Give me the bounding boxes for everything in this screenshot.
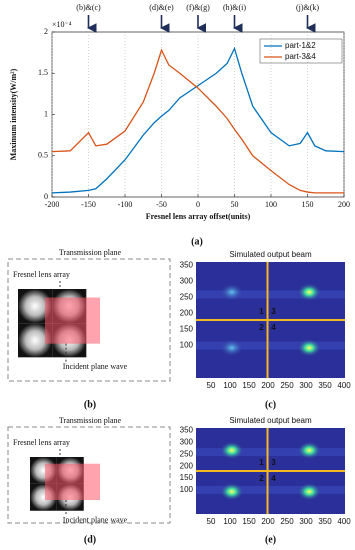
side-band	[196, 448, 345, 457]
annotation-label: (f)&(g)	[186, 3, 210, 12]
wave-label: Incident plane wave	[63, 516, 128, 525]
x-tick-label: 100	[223, 517, 237, 526]
beam-spot	[297, 283, 322, 302]
y-tick-label: 150	[180, 325, 194, 334]
y-tick-label: 2	[44, 27, 48, 36]
x-tick-label: 50	[207, 517, 216, 526]
y-tick-label: 1.5	[38, 68, 48, 77]
y-multiplier: ×10⁻⁴	[52, 20, 72, 29]
y-tick-label: 1	[44, 109, 48, 118]
wave-label: Incident plane wave	[63, 362, 128, 371]
caption: (a)	[191, 236, 203, 247]
panel-title: Simulated output beam	[229, 416, 312, 425]
y-tick-label: 100	[180, 341, 194, 350]
x-tick-label: 50	[207, 381, 216, 390]
x-tick-label: 150	[242, 381, 256, 390]
y-tick-label: 250	[180, 293, 194, 302]
quadrant-label: 1	[259, 458, 264, 467]
panel-title: Simulated output beam	[229, 250, 312, 259]
x-tick-label: 400	[337, 517, 351, 526]
panel-title: Transmission plane	[59, 248, 122, 257]
x-tick-label: -50	[156, 200, 167, 209]
dashed-frame	[7, 258, 171, 382]
lens-label: Fresnel lens array	[13, 270, 70, 279]
beam-spot	[219, 482, 244, 501]
dashed-frame	[7, 426, 171, 524]
y-tick-label: 350	[180, 261, 194, 270]
y-tick-label: 250	[180, 449, 194, 458]
x-tick-label: 50	[231, 200, 239, 209]
caption: (c)	[265, 399, 276, 410]
x-tick-label: 300	[299, 381, 313, 390]
side-band	[196, 341, 345, 350]
line-series	[51, 46, 345, 194]
line-series	[51, 48, 344, 194]
x-tick-label: 250	[280, 517, 294, 526]
x-axis-label: Fresnel lens array offset(units)	[146, 212, 251, 221]
x-tick-label: 150	[242, 517, 256, 526]
annotation-label: (h)&(i)	[223, 3, 246, 12]
y-tick-label: 150	[180, 473, 194, 482]
quadrant-label: 4	[271, 323, 276, 332]
beam-spot	[297, 338, 322, 357]
legend-label: part-1&2	[285, 41, 316, 50]
annotation-label: (d)&(e)	[149, 3, 174, 12]
x-tick-label: 200	[338, 200, 350, 209]
annotation-label: (b)&(c)	[76, 3, 101, 12]
x-tick-label: -150	[81, 200, 96, 209]
lens-label: Fresnel lens array	[13, 438, 70, 447]
quadrant-label: 1	[259, 307, 264, 316]
legend-label: part-3&4	[285, 52, 316, 61]
x-tick-label: 350	[318, 381, 332, 390]
caption: (d)	[84, 534, 96, 545]
y-tick-label: 350	[180, 426, 194, 435]
x-tick-label: 400	[337, 381, 351, 390]
caption: (b)	[84, 399, 96, 410]
y-tick-label: 300	[180, 438, 194, 447]
x-tick-label: 100	[265, 200, 277, 209]
panel-title: Transmission plane	[59, 416, 122, 425]
x-tick-label: -100	[118, 200, 133, 209]
x-tick-label: 100	[223, 381, 237, 390]
quadrant-label: 3	[271, 307, 276, 316]
y-tick-label: 0	[44, 192, 48, 201]
beam-spot	[219, 338, 244, 357]
beam-spot	[297, 441, 322, 460]
y-axis-label: Maximum intensity(W/m²)	[9, 68, 18, 160]
quadrant-label: 4	[271, 474, 276, 483]
quadrant-label: 2	[259, 474, 264, 483]
plane-wave	[45, 463, 100, 501]
y-tick-label: 200	[180, 309, 194, 318]
y-tick-label: 300	[180, 277, 194, 286]
x-tick-label: 200	[261, 517, 275, 526]
quadrant-label: 3	[271, 458, 276, 467]
x-tick-label: 150	[302, 200, 314, 209]
beam-spot	[219, 283, 244, 302]
caption: (e)	[265, 534, 276, 545]
y-tick-label: 100	[180, 485, 194, 494]
x-tick-label: 250	[280, 381, 294, 390]
x-tick-label: 0	[196, 200, 200, 209]
x-tick-label: 200	[261, 381, 275, 390]
side-band	[196, 485, 345, 494]
x-tick-label: 350	[318, 517, 332, 526]
side-band	[196, 290, 345, 299]
annotation-label: (j)&(k)	[296, 3, 319, 12]
y-tick-label: 200	[180, 461, 194, 470]
beam-spot	[297, 482, 322, 501]
beam-spot	[219, 441, 244, 460]
x-tick-label: -200	[45, 200, 60, 209]
x-tick-label: 300	[299, 517, 313, 526]
legend-box	[259, 38, 343, 64]
plane-wave	[45, 297, 100, 344]
quadrant-label: 2	[259, 323, 264, 332]
y-tick-label: 0.5	[38, 151, 48, 160]
